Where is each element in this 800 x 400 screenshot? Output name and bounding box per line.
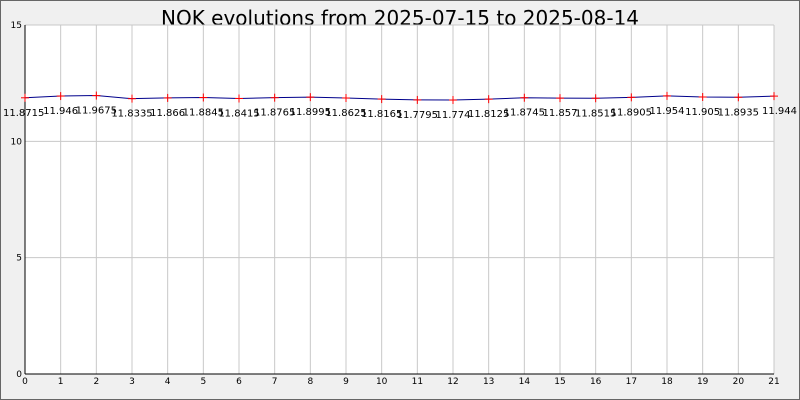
x-tick-label: 11	[412, 377, 423, 387]
grid-layer	[25, 24, 775, 374]
series-layer	[21, 91, 778, 105]
data-point-marker	[734, 93, 743, 102]
y-tick-label: 10	[11, 137, 23, 147]
data-label: 11.774	[436, 110, 471, 121]
data-point-marker	[591, 94, 600, 103]
data-point-marker	[92, 91, 101, 100]
x-tick-label: 2	[93, 377, 99, 387]
data-label: 11.8845	[183, 107, 224, 118]
x-tick-label: 10	[376, 377, 388, 387]
data-label: 11.8165	[361, 109, 402, 120]
data-label: 11.8515	[575, 108, 616, 119]
series-line	[24, 95, 775, 101]
data-label: 11.7795	[397, 110, 438, 121]
data-point-marker	[627, 93, 636, 102]
data-point-marker	[21, 93, 29, 102]
data-label: 11.8625	[325, 108, 366, 119]
data-label: 11.8715	[3, 108, 44, 119]
data-point-marker	[520, 93, 529, 102]
x-tick-label: 18	[661, 377, 673, 387]
data-point-marker	[128, 94, 136, 103]
x-tick-label: 3	[129, 377, 135, 387]
data-label: 11.857	[543, 108, 578, 119]
y-tick-label: 15	[11, 21, 22, 31]
x-tick-label: 17	[626, 377, 637, 387]
data-point-marker	[56, 92, 65, 101]
data-point-marker	[449, 96, 457, 105]
data-label: 11.8935	[718, 107, 759, 118]
data-point-marker	[306, 93, 315, 102]
data-label: 11.8995	[290, 107, 331, 118]
x-tick-label: 20	[733, 377, 745, 387]
data-label: 11.954	[650, 106, 685, 117]
data-point-marker	[663, 91, 671, 100]
data-label: 11.944	[762, 106, 797, 117]
x-tick-label: 21	[768, 377, 779, 387]
data-point-marker	[770, 92, 778, 101]
data-label: 11.8765	[254, 108, 295, 119]
data-label: 11.8745	[504, 108, 545, 119]
data-label: 11.905	[685, 107, 720, 118]
data-label: 11.8125	[468, 109, 509, 120]
data-point-marker	[556, 94, 564, 103]
data-point-marker	[413, 95, 422, 104]
data-label: 11.9675	[76, 106, 117, 117]
data-label: 11.866	[150, 108, 185, 119]
x-tick-label: 0	[22, 377, 28, 387]
x-tick-label: 16	[590, 377, 602, 387]
x-tick-label: 9	[343, 377, 349, 387]
data-point-marker	[163, 93, 172, 102]
x-tick-label: 5	[200, 377, 206, 387]
data-label: 11.8415	[218, 108, 259, 119]
data-point-marker	[377, 95, 386, 104]
data-point-marker	[484, 95, 493, 104]
x-tick-label: 14	[519, 377, 531, 387]
x-tick-label: 7	[272, 377, 278, 387]
y-tick-label: 0	[16, 370, 22, 380]
data-label: 11.8905	[611, 107, 652, 118]
data-point-marker	[199, 93, 208, 102]
x-tick-label: 6	[236, 377, 242, 387]
data-point-marker	[698, 93, 707, 102]
x-tick-label: 12	[447, 377, 458, 387]
label-layer: 11.871511.94611.967511.833511.86611.8845…	[3, 106, 797, 122]
y-tick-label: 5	[16, 254, 22, 264]
x-tick-label: 8	[307, 377, 313, 387]
data-label: 11.946	[43, 106, 78, 117]
x-tick-label: 19	[697, 377, 709, 387]
x-tick-label: 15	[554, 377, 565, 387]
data-point-marker	[270, 93, 279, 102]
data-point-marker	[342, 93, 350, 102]
data-point-marker	[235, 94, 243, 103]
x-tick-label: 13	[483, 377, 494, 387]
x-tick-label: 4	[165, 377, 171, 387]
plot-area	[25, 25, 774, 374]
data-label: 11.8335	[111, 109, 152, 120]
x-tick-label: 1	[58, 377, 64, 387]
